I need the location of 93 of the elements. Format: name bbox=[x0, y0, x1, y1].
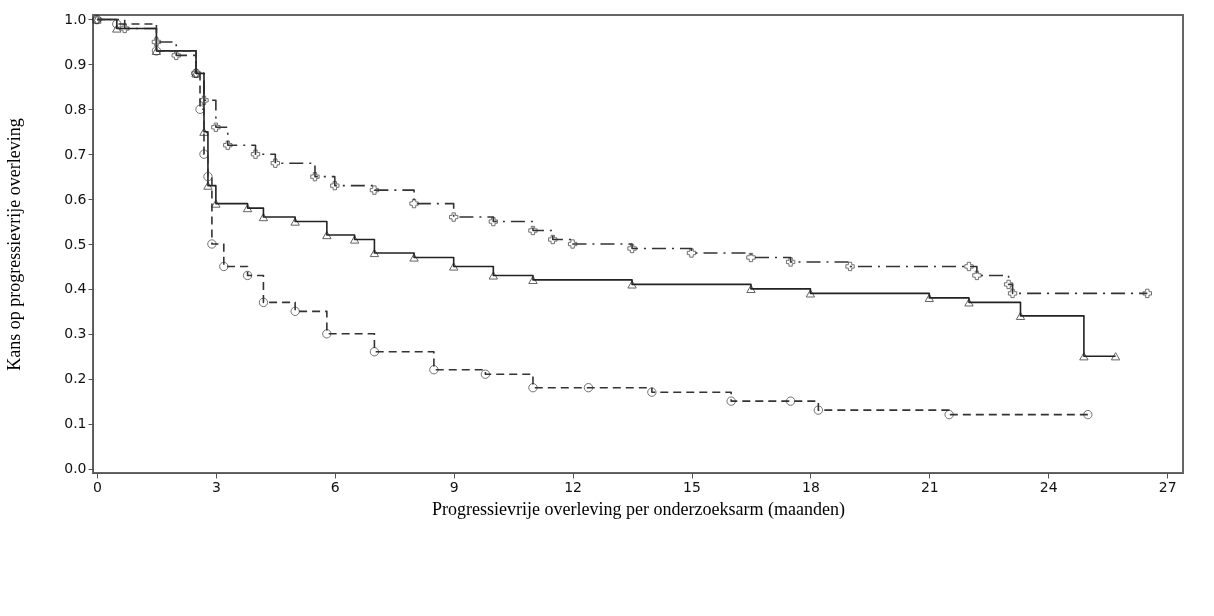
y-tick-label: 0.1 bbox=[64, 415, 87, 432]
point bbox=[726, 396, 736, 406]
point bbox=[1142, 288, 1153, 299]
point bbox=[813, 405, 824, 415]
x-tick-label: 15 bbox=[683, 478, 701, 495]
point bbox=[330, 180, 340, 191]
point bbox=[211, 122, 221, 132]
y-tick-label: 0.4 bbox=[64, 280, 87, 297]
point bbox=[647, 387, 657, 397]
point bbox=[964, 298, 974, 307]
point bbox=[258, 297, 269, 308]
point bbox=[746, 252, 756, 263]
point bbox=[219, 261, 229, 272]
point bbox=[480, 369, 491, 379]
y-tick-label: 0.5 bbox=[64, 235, 87, 252]
y-tick-label: 0.7 bbox=[64, 145, 87, 162]
point bbox=[686, 248, 697, 258]
point bbox=[1079, 352, 1089, 361]
y-tick-label: 1.0 bbox=[64, 10, 87, 27]
x-tick-label: 3 bbox=[211, 478, 221, 495]
point bbox=[488, 216, 499, 227]
point bbox=[211, 199, 221, 208]
point bbox=[964, 261, 974, 272]
point bbox=[369, 185, 380, 195]
x-tick-label: 9 bbox=[449, 478, 459, 495]
x-tick-label: 12 bbox=[564, 478, 583, 495]
x-tick-label: 24 bbox=[1039, 478, 1058, 495]
point bbox=[112, 24, 122, 33]
y-tick-label: 0.3 bbox=[64, 325, 87, 342]
point bbox=[449, 262, 459, 271]
point bbox=[322, 329, 332, 339]
point bbox=[449, 212, 459, 222]
y-tick-label: 0.8 bbox=[64, 100, 87, 117]
point bbox=[310, 171, 320, 182]
point bbox=[1003, 279, 1014, 290]
y-tick-label: 0.9 bbox=[64, 55, 87, 72]
point bbox=[1083, 409, 1093, 420]
x-tick-label: 0 bbox=[93, 478, 102, 495]
point bbox=[242, 270, 253, 281]
point bbox=[171, 50, 181, 61]
x-tick-label: 6 bbox=[330, 478, 340, 495]
point bbox=[627, 280, 637, 289]
point bbox=[805, 289, 816, 298]
point bbox=[199, 127, 209, 136]
point bbox=[409, 198, 419, 209]
point bbox=[322, 230, 332, 240]
point bbox=[199, 149, 209, 159]
y-tick-label: 0.2 bbox=[64, 370, 87, 387]
point bbox=[429, 365, 439, 375]
point bbox=[972, 270, 982, 281]
point bbox=[203, 171, 213, 182]
point bbox=[409, 253, 419, 262]
point bbox=[785, 257, 796, 267]
point bbox=[627, 243, 637, 254]
point bbox=[746, 284, 756, 294]
point bbox=[290, 217, 300, 226]
x-tick-label: 27 bbox=[1158, 478, 1177, 495]
point bbox=[195, 104, 205, 114]
x-axis-title: Progressievrije overleving per onderzoeksarm (maanden) bbox=[432, 498, 845, 520]
point bbox=[349, 235, 360, 244]
y-tick-label: 0.6 bbox=[64, 190, 87, 207]
point bbox=[120, 23, 130, 34]
point bbox=[488, 271, 499, 280]
point bbox=[290, 306, 300, 317]
point bbox=[924, 293, 935, 303]
point bbox=[207, 239, 217, 249]
x-tick-label: 21 bbox=[920, 478, 939, 495]
y-axis-title: Kans op progressievrije overleving bbox=[4, 118, 25, 371]
point bbox=[944, 409, 954, 420]
point bbox=[1007, 288, 1018, 299]
point bbox=[258, 212, 269, 222]
point bbox=[1110, 352, 1121, 361]
point bbox=[199, 95, 209, 105]
point bbox=[567, 239, 578, 249]
point bbox=[151, 37, 162, 47]
y-tick-label: 0.0 bbox=[64, 460, 87, 477]
point bbox=[369, 347, 380, 357]
point bbox=[1015, 311, 1026, 320]
point bbox=[785, 396, 796, 406]
point bbox=[112, 19, 122, 29]
point bbox=[528, 225, 538, 236]
point bbox=[583, 383, 594, 393]
point bbox=[548, 234, 558, 245]
point bbox=[845, 261, 855, 272]
point bbox=[369, 248, 380, 258]
point bbox=[528, 275, 538, 285]
point bbox=[242, 203, 253, 213]
point bbox=[250, 149, 261, 159]
point bbox=[223, 140, 233, 150]
x-tick-label: 18 bbox=[802, 478, 820, 495]
point bbox=[270, 158, 281, 168]
point bbox=[203, 181, 213, 190]
point bbox=[528, 383, 538, 393]
